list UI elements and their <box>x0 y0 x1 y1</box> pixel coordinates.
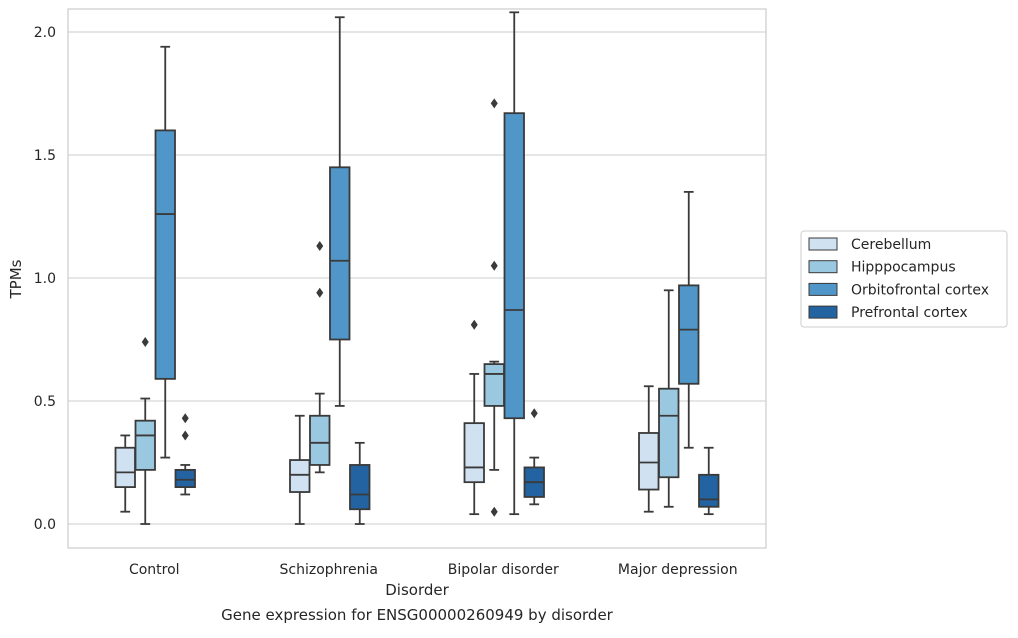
y-tick-label: 0.5 <box>34 394 56 410</box>
box-body <box>658 387 680 479</box>
legend: Cerebellum Hipppocampus Orbitofrontal cort… <box>800 230 1008 328</box>
box-body <box>503 112 525 420</box>
outlier-point <box>316 241 324 252</box>
outlier-point <box>490 98 498 109</box>
y-ticks: 0.00.51.01.52.02.53.03.54.0 <box>34 25 56 533</box>
outlier-point <box>141 336 149 347</box>
box-body <box>463 422 485 484</box>
box-body <box>483 363 505 407</box>
x-axis-label: Disorder <box>385 581 449 599</box>
box-body <box>154 129 176 380</box>
box-body <box>638 432 660 491</box>
outlier-point <box>181 430 189 441</box>
legend-frame <box>800 230 1008 328</box>
outlier-point <box>316 287 324 298</box>
box-body <box>349 464 371 511</box>
box-body <box>114 446 136 488</box>
outlier-point <box>490 506 498 517</box>
y-tick-label: 1.5 <box>34 148 56 164</box>
x-tick-label: Bipolar disorder <box>448 562 559 578</box>
legend-swatch <box>808 282 838 296</box>
box-body <box>174 468 196 489</box>
outlier-point <box>530 408 538 419</box>
y-axis-label: TPMs <box>7 259 25 299</box>
y-tick-label: 2.0 <box>34 25 56 41</box>
box-hipppocampus <box>134 336 156 525</box>
box-body <box>678 284 700 385</box>
box-cerebellum <box>638 385 660 513</box>
box-cerebellum <box>463 319 485 516</box>
legend-swatch <box>808 305 838 319</box>
box-cerebellum <box>114 434 136 513</box>
legend-swatch <box>808 237 838 251</box>
grid <box>68 31 766 525</box>
x-tick-label: Major depression <box>618 562 738 578</box>
legend-swatch <box>808 260 838 274</box>
box-prefrontal-cortex <box>174 413 196 496</box>
legend-label: Hipppocampus <box>851 260 956 276</box>
legend-label: Cerebellum <box>851 237 931 253</box>
chart-caption: Gene expression for ENSG00000260949 by d… <box>221 606 613 624</box>
outlier-point <box>181 413 189 424</box>
box-hipppocampus <box>309 241 331 474</box>
box-orbitofrontal-cortex <box>329 16 351 407</box>
box-prefrontal-cortex <box>349 441 371 525</box>
box-body <box>698 473 720 508</box>
box-body <box>289 459 311 493</box>
box-body <box>329 166 351 341</box>
y-tick-label: 1.0 <box>34 271 56 287</box>
plot-frame <box>67 8 767 549</box>
x-ticks: Control Schizophrenia Bipolar disorder Majo… <box>129 562 738 578</box>
box-orbitofrontal-cortex <box>503 11 525 516</box>
box-body <box>134 419 156 471</box>
box-prefrontal-cortex <box>698 446 720 516</box>
y-tick-label: 0.0 <box>34 517 56 533</box>
box-body <box>309 414 331 466</box>
boxes <box>114 11 720 525</box>
legend-label: Orbitofrontal cortex <box>851 282 989 298</box>
outlier-point <box>490 260 498 271</box>
box-cerebellum <box>289 414 311 525</box>
legend-label: Prefrontal cortex <box>851 305 968 321</box>
outlier-point <box>470 319 478 330</box>
box-orbitofrontal-cortex <box>154 45 176 459</box>
box-prefrontal-cortex <box>523 408 545 506</box>
x-tick-label: Control <box>129 562 180 578</box>
box-orbitofrontal-cortex <box>678 190 700 449</box>
box-hipppocampus <box>483 98 505 517</box>
x-tick-label: Schizophrenia <box>280 562 378 578</box>
box-hipppocampus <box>658 289 680 508</box>
